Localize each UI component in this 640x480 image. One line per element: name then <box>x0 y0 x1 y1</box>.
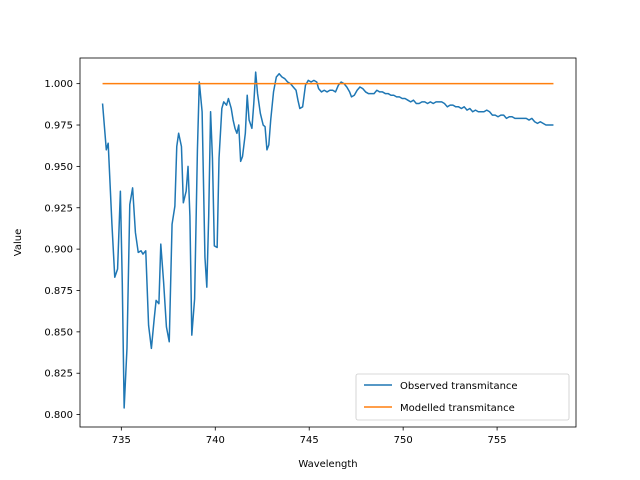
y-tick-label: 0.850 <box>44 327 73 338</box>
y-tick-label: 0.925 <box>44 203 73 214</box>
y-tick-label: 0.900 <box>44 245 73 256</box>
y-tick-label: 0.950 <box>44 162 73 173</box>
axes-frame <box>79 57 577 428</box>
y-tick-label: 1.000 <box>44 79 73 90</box>
legend-label-observed: Observed transmitance <box>400 381 518 392</box>
y-tick-label: 0.875 <box>44 286 73 297</box>
y-tick-label: 0.975 <box>44 121 73 132</box>
x-axis: 735 740 745 750 755 <box>112 427 507 446</box>
x-tick-label: 740 <box>206 435 225 446</box>
x-axis-label: Wavelength <box>298 459 357 470</box>
legend-label-modelled: Modelled transmitance <box>400 403 515 414</box>
plot-area <box>101 71 554 409</box>
y-axis-label: Value <box>13 229 24 256</box>
y-tick-label: 0.800 <box>44 410 73 421</box>
legend-box <box>355 373 570 421</box>
y-tick-label: 0.825 <box>44 369 73 380</box>
legend: Observed transmitance Modelled transmita… <box>355 373 570 421</box>
x-tick-label: 755 <box>488 435 507 446</box>
x-tick-label: 750 <box>394 435 413 446</box>
x-tick-label: 735 <box>112 435 131 446</box>
y-axis: 0.800 0.825 0.850 0.875 0.900 0.925 0.950 0.975… <box>44 79 80 421</box>
x-tick-label: 745 <box>300 435 319 446</box>
series-line-observed <box>101 71 554 409</box>
